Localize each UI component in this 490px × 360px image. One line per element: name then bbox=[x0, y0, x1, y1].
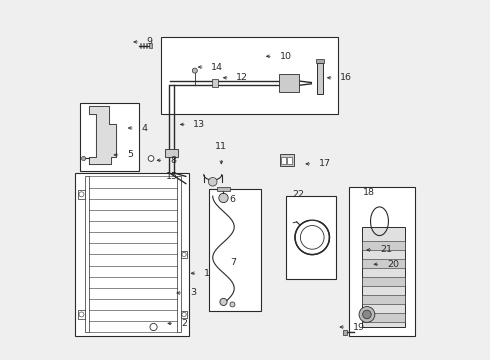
Text: 9: 9 bbox=[147, 37, 153, 46]
Bar bbox=[80, 103, 139, 171]
Circle shape bbox=[148, 156, 154, 161]
Text: 19: 19 bbox=[353, 323, 365, 332]
Text: 14: 14 bbox=[211, 63, 223, 72]
Text: 7: 7 bbox=[230, 258, 236, 267]
Circle shape bbox=[230, 302, 235, 307]
Bar bbox=[362, 313, 405, 321]
Text: 11: 11 bbox=[215, 142, 227, 151]
Circle shape bbox=[182, 252, 186, 257]
Bar bbox=[343, 330, 347, 334]
Bar bbox=[349, 187, 416, 336]
Text: 12: 12 bbox=[236, 73, 248, 82]
Bar bbox=[181, 311, 187, 318]
Bar bbox=[165, 149, 178, 157]
Circle shape bbox=[81, 156, 86, 161]
Bar bbox=[78, 310, 85, 319]
Text: 21: 21 bbox=[380, 246, 392, 255]
Text: 1: 1 bbox=[204, 269, 210, 278]
Bar bbox=[148, 43, 152, 48]
Bar bbox=[74, 173, 190, 336]
Text: 13: 13 bbox=[194, 120, 205, 129]
Circle shape bbox=[219, 193, 228, 203]
Bar bbox=[362, 277, 405, 286]
Circle shape bbox=[295, 220, 329, 255]
Text: 17: 17 bbox=[319, 159, 331, 168]
Circle shape bbox=[79, 312, 84, 317]
Bar bbox=[362, 259, 405, 268]
Text: 5: 5 bbox=[127, 150, 133, 159]
Text: 18: 18 bbox=[363, 188, 375, 197]
Text: 10: 10 bbox=[279, 52, 292, 61]
Bar bbox=[362, 241, 405, 250]
Text: 8: 8 bbox=[170, 156, 176, 165]
Bar bbox=[209, 189, 261, 311]
Text: 3: 3 bbox=[190, 288, 196, 297]
Bar bbox=[218, 187, 230, 191]
Circle shape bbox=[150, 323, 157, 330]
Circle shape bbox=[182, 312, 186, 317]
Bar bbox=[281, 157, 286, 164]
Text: 4: 4 bbox=[141, 123, 147, 132]
Circle shape bbox=[192, 68, 197, 73]
Bar bbox=[316, 59, 324, 63]
Circle shape bbox=[208, 177, 217, 186]
Bar bbox=[212, 79, 219, 87]
Text: 20: 20 bbox=[387, 260, 399, 269]
Bar bbox=[279, 74, 299, 92]
Circle shape bbox=[359, 307, 375, 322]
Bar bbox=[177, 176, 181, 332]
Bar bbox=[286, 196, 337, 279]
Bar bbox=[85, 176, 89, 332]
Polygon shape bbox=[89, 107, 116, 164]
Bar bbox=[181, 251, 187, 258]
Text: 16: 16 bbox=[341, 73, 352, 82]
Circle shape bbox=[363, 310, 371, 319]
Bar bbox=[287, 157, 293, 164]
Circle shape bbox=[300, 226, 324, 249]
Text: 2: 2 bbox=[181, 319, 187, 328]
Circle shape bbox=[220, 298, 227, 306]
Circle shape bbox=[79, 192, 84, 197]
Bar bbox=[280, 154, 294, 166]
Bar bbox=[317, 63, 323, 94]
Bar bbox=[161, 37, 338, 114]
Bar bbox=[78, 190, 85, 199]
Text: 15: 15 bbox=[166, 172, 178, 181]
Text: 22: 22 bbox=[293, 190, 305, 199]
Bar bbox=[362, 295, 405, 304]
Bar bbox=[362, 226, 405, 327]
Text: 6: 6 bbox=[230, 195, 236, 204]
